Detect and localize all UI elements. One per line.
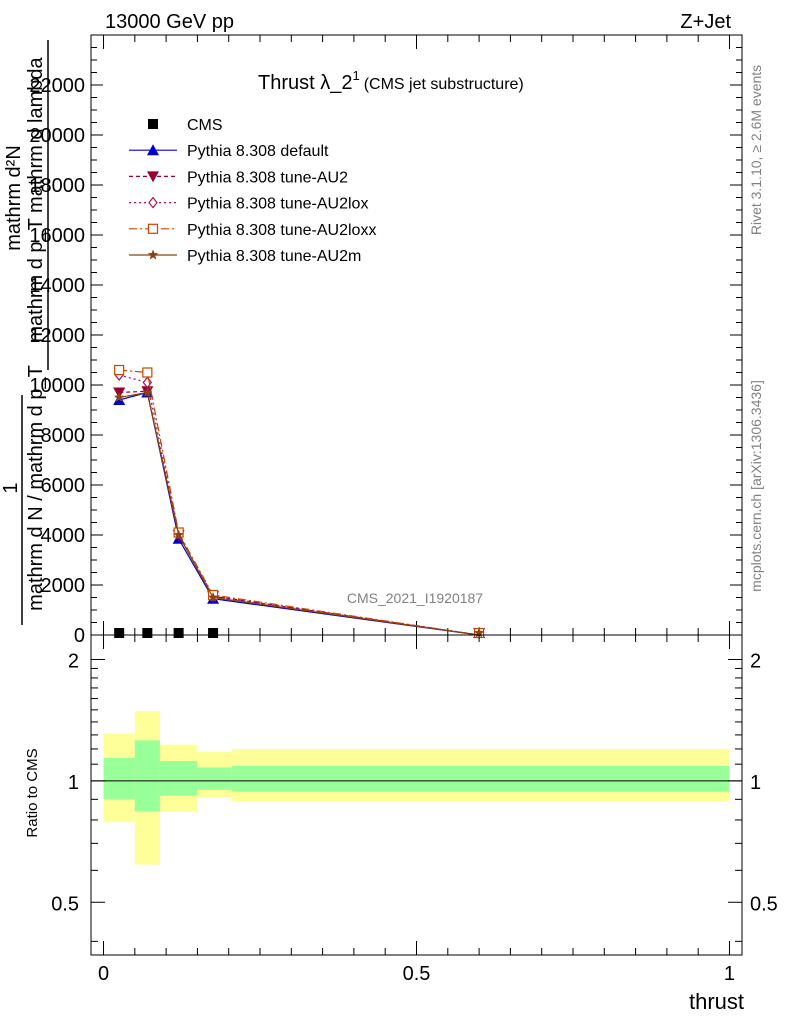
- plot-title: Thrust λ_21 (CMS jet substructure): [258, 68, 524, 94]
- plot-title-main: Thrust λ_2: [258, 72, 352, 94]
- ratio-x-axis: 0 0.5 1: [98, 635, 735, 985]
- data-point-cms: [173, 628, 184, 638]
- main-y-tick-label: 6000: [41, 475, 86, 497]
- legend-marker-au2loxx: [147, 223, 159, 234]
- legend-marker-au2: [147, 171, 159, 183]
- data-point-au2m: [207, 592, 219, 602]
- main-y-tick-label: 14000: [29, 275, 85, 297]
- legend-marker-au2lox: [148, 196, 158, 209]
- main-y-tick-label: 18000: [29, 175, 85, 197]
- main-y-axis: 0 2000 4000 6000 8000 10000 12000 14000 16000 180…: [29, 47, 742, 647]
- main-y-tick-label: 10000: [29, 375, 85, 397]
- data-point-cms: [142, 628, 153, 638]
- data-point-au2m: [473, 627, 485, 638]
- main-y-tick-label: 2000: [41, 575, 86, 597]
- x-tick-label: 0: [98, 963, 109, 985]
- x-axis-label: thrust: [689, 989, 744, 1014]
- data-point-au2loxx: [142, 367, 153, 378]
- legend-marker-cms: [148, 119, 158, 129]
- legend-marker-au2m: [147, 249, 159, 260]
- legend-label-au2m: Pythia 8.308 tune-AU2m: [187, 248, 361, 265]
- x-tick-label: 1: [724, 963, 735, 985]
- main-series-layer: [113, 364, 486, 639]
- data-point-au2loxx: [114, 364, 125, 376]
- x-tick-label: 0.5: [403, 963, 431, 985]
- ratio-band-inner: [159, 761, 198, 796]
- main-plot: 0 2000 4000 6000 8000 10000 12000 14000 16000 180…: [0, 34, 743, 647]
- plot-title-superscript: 1: [352, 68, 359, 83]
- main-y-axis-label: mathrm d²N mathrm d p_T mathrm d lambda …: [0, 40, 49, 625]
- ratio-band-inner: [197, 767, 232, 790]
- main-y-tick-label: 0: [74, 625, 85, 647]
- analysis-watermark: CMS_2021_I1920187: [347, 590, 483, 606]
- legend-label-au2lox: Pythia 8.308 tune-AU2lox: [187, 196, 368, 213]
- ratio-y-tick-label-right: 0.5: [750, 893, 778, 915]
- series-line-au2loxx: [119, 369, 480, 636]
- main-y-tick-label: 16000: [29, 225, 85, 247]
- ratio-plot: 0.5 0.51 12 2 0 0.5 1 Ratio to CMS thrust: [24, 634, 778, 1014]
- ratio-y-tick-label-right: 2: [750, 650, 761, 672]
- ratio-y-tick-label: 2: [68, 650, 79, 672]
- y-label-one: 1: [0, 482, 22, 493]
- ratio-y-tick-label: 1: [68, 772, 79, 794]
- data-point-au2m: [113, 392, 125, 402]
- data-point-au2m: [142, 387, 153, 397]
- data-point-cms: [114, 628, 125, 638]
- ratio-band-inner: [103, 757, 135, 800]
- ratio-band-inner: [231, 765, 730, 792]
- legend-label-au2: Pythia 8.308 tune-AU2: [187, 169, 348, 186]
- main-y-tick-label: 8000: [41, 425, 86, 447]
- ratio-y-tick-label-right: 1: [750, 772, 761, 794]
- ratio-y-tick-label: 0.5: [51, 893, 79, 915]
- ratio-y-axis-label: Ratio to CMS: [24, 748, 41, 837]
- header-process-label: Z+Jet: [680, 11, 731, 33]
- ratio-bands: [103, 711, 730, 865]
- legend-marker-default: [147, 144, 159, 156]
- header-energy-label: 13000 GeV pp: [105, 11, 234, 33]
- legend: CMS Pythia 8.308 default Pythia 8.308 tune…: [129, 117, 376, 265]
- main-y-tick-label: 22000: [29, 75, 85, 97]
- y-label-numerator-bottom: mathrm d p_T mathrm d lambda: [25, 56, 47, 342]
- plot-title-suffix: (CMS jet substructure): [364, 76, 524, 93]
- legend-label-cms: CMS: [187, 117, 223, 134]
- data-point-cms: [208, 628, 219, 638]
- main-y-tick-label: 4000: [41, 525, 86, 547]
- y-label-denominator: mathrm d N / mathrm d p_T: [25, 365, 47, 611]
- main-y-tick-label: 20000: [29, 125, 85, 147]
- data-point-au2m: [173, 529, 184, 540]
- main-y-tick-label: 12000: [29, 325, 85, 347]
- mcplots-label: mcplots.cern.ch [arXiv:1306.3436]: [748, 380, 764, 592]
- legend-label-au2loxx: Pythia 8.308 tune-AU2loxx: [187, 222, 376, 239]
- ratio-y-axis: 0.5 0.5 1 1 2 2: [51, 650, 778, 942]
- y-label-numerator-top: mathrm d²N: [3, 145, 25, 251]
- data-point-au2lox: [142, 376, 153, 389]
- main-x-axis-ticks: [103, 35, 730, 635]
- rivet-version-label: Rivet 3.1.10, ≥ 2.6M events: [748, 65, 764, 235]
- ratio-band-inner: [134, 740, 160, 812]
- legend-label-default: Pythia 8.308 default: [187, 143, 329, 160]
